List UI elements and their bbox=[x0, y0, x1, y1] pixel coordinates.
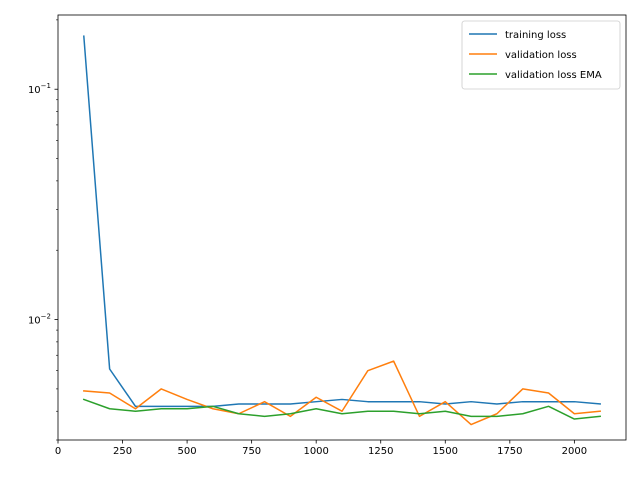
x-tick-label: 250 bbox=[113, 446, 132, 457]
legend-label-0: training loss bbox=[505, 30, 566, 41]
x-tick-label: 2000 bbox=[562, 446, 587, 457]
plot-lines bbox=[82, 35, 602, 426]
plot-frame bbox=[57, 14, 627, 441]
x-tick-label: 1250 bbox=[368, 446, 393, 457]
x-tick-label: 500 bbox=[178, 446, 197, 457]
legend-label-2: validation loss EMA bbox=[505, 70, 602, 81]
x-tick-label: 1750 bbox=[497, 446, 522, 457]
x-tick-label: 0 bbox=[55, 446, 61, 457]
x-tick-label: 1500 bbox=[433, 446, 458, 457]
legend-box bbox=[461, 20, 621, 90]
y-tick-label: 10−1 bbox=[28, 82, 51, 96]
x-tick-label: 1000 bbox=[303, 446, 328, 457]
x-axis: 0 250 500 750 1000 1250 1500 1750 2000 bbox=[55, 440, 587, 457]
x-tick-label: 750 bbox=[242, 446, 261, 457]
series-line-1 bbox=[83, 360, 601, 426]
series-line-2 bbox=[82, 398, 602, 420]
series-line-0 bbox=[83, 35, 601, 408]
legend-label-1: validation loss bbox=[505, 50, 577, 61]
legend: training loss validation loss validation l… bbox=[461, 20, 621, 90]
y-tick-label: 10−2 bbox=[28, 313, 51, 327]
y-axis: 10−2 10−1 bbox=[28, 19, 58, 441]
